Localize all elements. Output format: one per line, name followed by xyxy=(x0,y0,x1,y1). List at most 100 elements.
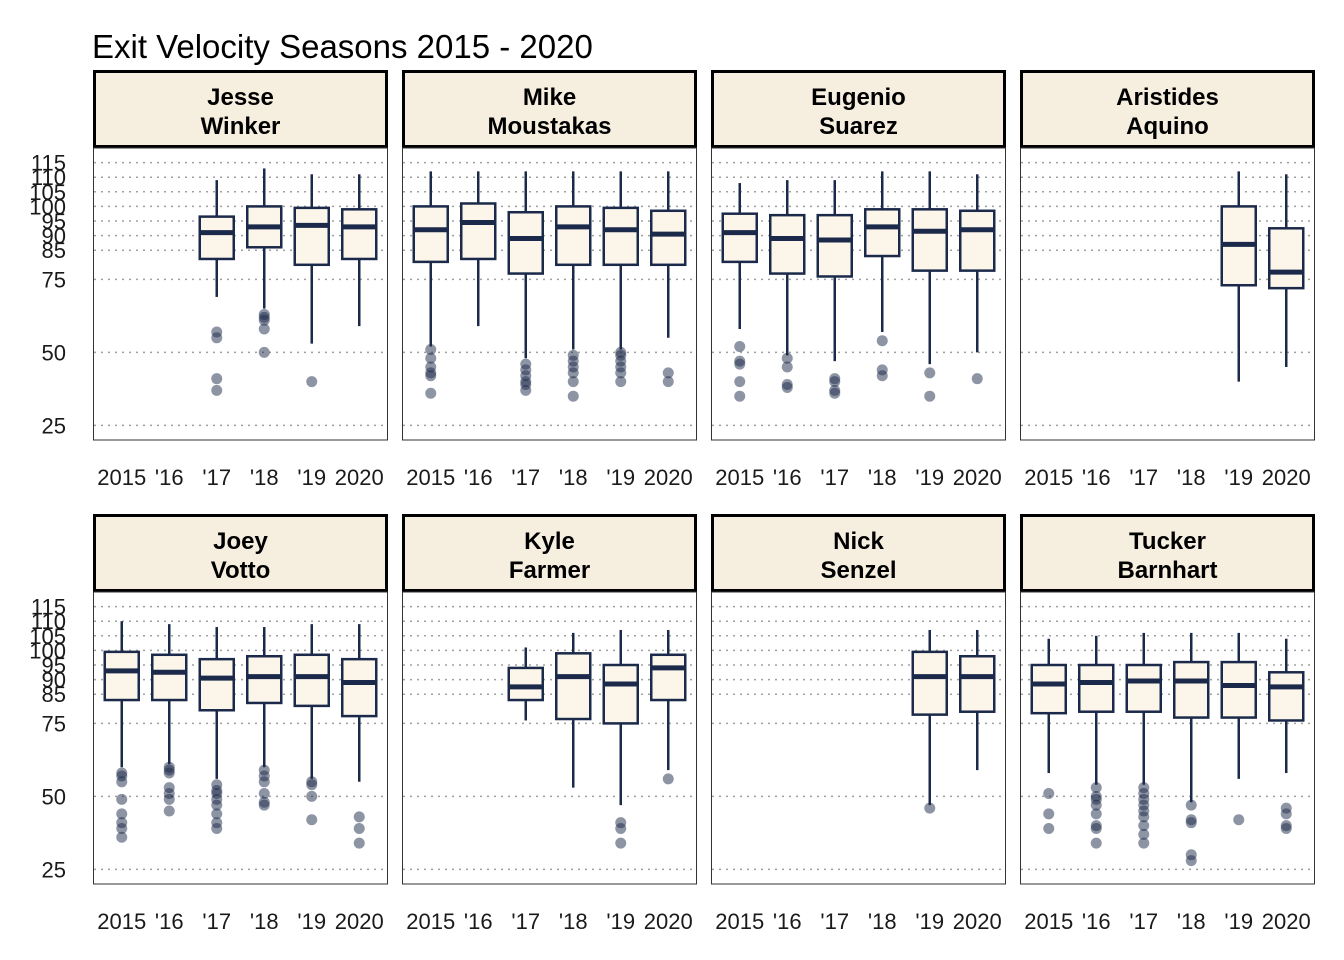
x-tick-label: '17 xyxy=(1129,909,1158,934)
x-tick-label: 2020 xyxy=(335,465,384,490)
box-2015 xyxy=(1030,638,1067,835)
box-iqr xyxy=(769,213,806,275)
x-tick-label: 2020 xyxy=(1262,465,1311,490)
outlier-point xyxy=(116,793,128,805)
box-iqr xyxy=(602,206,639,267)
outlier-point xyxy=(1138,837,1150,849)
x-tick-label: 2020 xyxy=(644,909,693,934)
outlier-point xyxy=(116,776,128,788)
x-tick-label: '18 xyxy=(868,465,897,490)
panel-frame xyxy=(402,591,697,885)
box-iqr xyxy=(555,652,592,721)
x-tick-label: '19 xyxy=(915,909,944,934)
facet-strip xyxy=(402,70,697,148)
box-iqr xyxy=(293,653,330,708)
y-tick-label: 100 xyxy=(29,194,66,219)
box-iqr xyxy=(341,208,378,261)
box-2015 xyxy=(103,621,140,843)
x-tick-label: 2015 xyxy=(715,909,764,934)
y-tick-label: 75 xyxy=(42,267,66,292)
box-iqr xyxy=(1030,663,1067,715)
x-tick-label: '19 xyxy=(1224,465,1253,490)
facet-label-line: Nick xyxy=(833,528,884,555)
outlier-point xyxy=(116,831,128,843)
outlier-point xyxy=(1280,808,1292,820)
x-tick-label: '19 xyxy=(1224,909,1253,934)
x-tick-label: '18 xyxy=(559,465,588,490)
outlier-point xyxy=(425,387,437,399)
box-iqr xyxy=(341,657,378,718)
panel-frame xyxy=(711,147,1006,441)
facet-label-line: Barnhart xyxy=(1117,557,1217,584)
x-tick-label: '17 xyxy=(511,909,540,934)
outlier-point xyxy=(1280,823,1292,835)
x-tick-label: '16 xyxy=(464,909,493,934)
x-tick-label: 2015 xyxy=(406,465,455,490)
outlier-point xyxy=(1185,855,1197,867)
outlier-point xyxy=(662,773,674,785)
outlier-point xyxy=(211,384,223,396)
box-iqr xyxy=(1078,663,1115,713)
box-19 xyxy=(1220,632,1257,826)
facet-strip xyxy=(1020,514,1315,592)
x-tick-label: '18 xyxy=(1177,465,1206,490)
outlier-point xyxy=(211,799,223,811)
facet-label-line: Mike xyxy=(523,84,576,111)
box-iqr xyxy=(721,212,758,264)
facet-label-line: Aristides xyxy=(1116,84,1219,111)
x-tick-label: '16 xyxy=(1082,909,1111,934)
x-tick-label: '19 xyxy=(297,465,326,490)
box-16 xyxy=(151,624,188,817)
facet-label-line: Suarez xyxy=(819,113,898,140)
outlier-point xyxy=(876,335,888,347)
outlier-point xyxy=(734,341,746,353)
facet-strip xyxy=(711,70,1006,148)
x-tick-label: 2020 xyxy=(953,465,1002,490)
outlier-point xyxy=(1043,808,1055,820)
box-17 xyxy=(507,171,544,396)
box-iqr xyxy=(293,206,330,267)
outlier-point xyxy=(971,373,983,385)
outlier-point xyxy=(615,823,627,835)
outlier-point xyxy=(781,352,793,364)
outlier-point xyxy=(163,767,175,779)
outlier-point xyxy=(163,805,175,817)
y-tick-label: 85 xyxy=(42,682,66,707)
box-18 xyxy=(246,168,283,358)
facet-label-line: Farmer xyxy=(509,557,590,584)
x-tick-label: '16 xyxy=(155,465,184,490)
outlier-point xyxy=(1090,782,1102,794)
box-iqr xyxy=(650,209,687,267)
outlier-point xyxy=(1090,837,1102,849)
x-tick-label: 2020 xyxy=(335,909,384,934)
facet-label-line: Moustakas xyxy=(487,113,611,140)
facet-strip xyxy=(1020,70,1315,148)
outlier-point xyxy=(425,343,437,355)
box-16 xyxy=(769,180,806,393)
outlier-point xyxy=(781,361,793,373)
y-tick-label: 95 xyxy=(42,653,66,678)
panel-frame xyxy=(711,591,1006,885)
outlier-point xyxy=(163,793,175,805)
y-tick-label: 110 xyxy=(31,609,66,634)
box-iqr xyxy=(1173,660,1210,719)
outlier-point xyxy=(306,814,318,826)
x-tick-label: '16 xyxy=(773,465,802,490)
box-18 xyxy=(1173,632,1210,867)
box-17 xyxy=(507,647,544,721)
outlier-point xyxy=(615,837,627,849)
y-tick-label: 25 xyxy=(42,413,66,438)
outlier-point xyxy=(520,384,532,396)
x-tick-label: 2015 xyxy=(406,909,455,934)
box-iqr xyxy=(1268,227,1305,290)
outlier-point xyxy=(567,376,579,388)
x-tick-label: 2020 xyxy=(644,465,693,490)
box-18 xyxy=(864,171,901,382)
box-2015 xyxy=(721,183,758,402)
outlier-point xyxy=(306,779,318,791)
box-iqr xyxy=(1220,660,1257,719)
y-tick-label: 85 xyxy=(42,238,66,263)
outlier-point xyxy=(116,808,128,820)
